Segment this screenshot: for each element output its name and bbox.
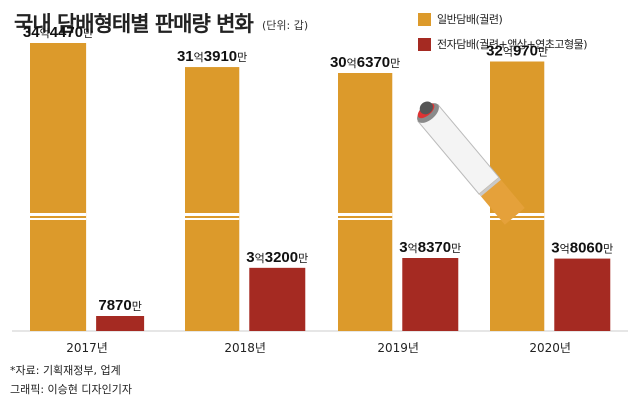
value-label-electronic-0: 7870만: [98, 297, 141, 314]
value-label-conventional-0: 34억4470만: [23, 24, 93, 41]
legend-label-conventional: 일반담배(궐련): [437, 13, 503, 26]
category-label-0: 2017년: [66, 341, 108, 355]
axis-break-1-b: [185, 218, 240, 220]
legend-swatch-conventional: [418, 12, 431, 26]
value-label-electronic-1: 3억3200만: [246, 249, 308, 266]
legend-item-conventional: 일반담배(궐련): [418, 11, 503, 27]
legend-swatch-electronic: [418, 37, 431, 51]
value-label-electronic-3: 3억8060만: [551, 240, 613, 257]
category-label-1: 2018년: [224, 341, 266, 355]
bar-conventional-2: [338, 73, 393, 331]
bar-electronic-2: [402, 258, 459, 331]
axis-break-2-a: [338, 213, 393, 216]
credit-note: 그래픽: 이승현 디자인기자: [10, 383, 133, 396]
source-note: *자료: 기획재정부, 업계: [10, 364, 121, 377]
value-label-conventional-2: 30억6370만: [330, 54, 400, 71]
chart-title: 국내 담배형태별 판매량 변화: [14, 12, 254, 36]
bar-conventional-0: [30, 43, 87, 331]
axis-break-3-b: [490, 218, 545, 220]
axis-break-2-b: [338, 218, 393, 220]
cigarette-icon: [417, 101, 525, 225]
value-label-conventional-3: 32억970만: [486, 43, 548, 60]
value-label-conventional-1: 31억3910만: [177, 48, 247, 65]
category-label-3: 2020년: [529, 341, 571, 355]
category-label-2: 2019년: [377, 341, 419, 355]
bar-electronic-3: [554, 258, 611, 331]
bar-electronic-1: [249, 267, 306, 331]
axis-break-0-b: [30, 218, 87, 220]
bar-conventional-1: [185, 67, 240, 332]
legend-label-electronic: 전자담배(궐련+액상+연초고형물): [437, 38, 588, 51]
axis-break-1-a: [185, 213, 240, 216]
legend-item-electronic: 전자담배(궐련+액상+연초고형물): [418, 36, 588, 52]
value-label-electronic-2: 3억8370만: [399, 239, 461, 256]
axis-break-3-a: [490, 213, 545, 216]
bar-electronic-0: [96, 316, 145, 331]
axis-break-0-a: [30, 213, 87, 216]
unit-label: (단위: 갑): [262, 19, 309, 32]
